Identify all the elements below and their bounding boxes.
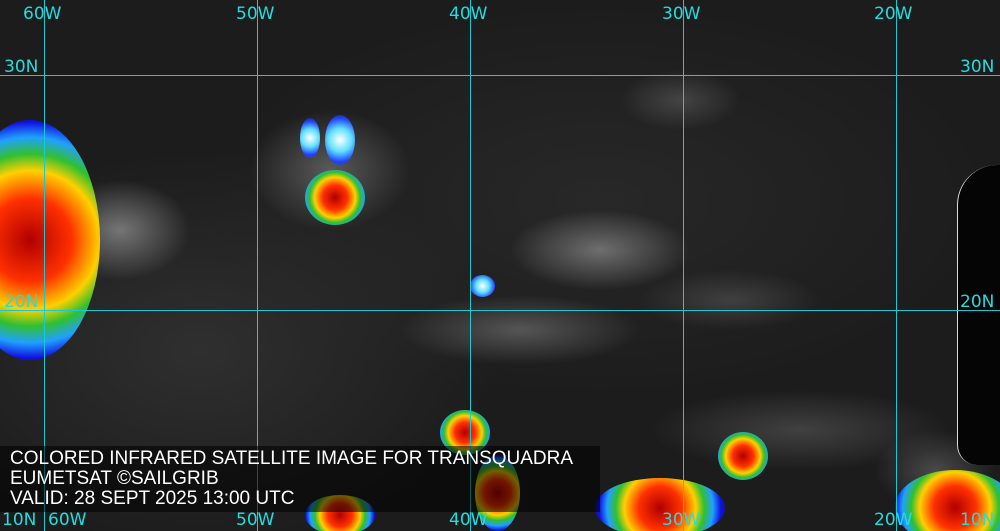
storm-cell: [305, 170, 365, 225]
image-source: EUMETSAT ©SAILGRIB: [10, 468, 219, 489]
lon-label-bottom: 20W: [874, 510, 913, 530]
image-title: COLORED INFRARED SATELLITE IMAGE FOR TRA…: [10, 448, 574, 469]
meridian-20w: [896, 0, 897, 531]
valid-time: VALID: 28 SEPT 2025 13:00 UTC: [10, 488, 295, 509]
lon-label-bottom: 60W: [48, 510, 87, 530]
lat-label-right: 30N: [960, 57, 995, 77]
lon-label-top: 20W: [874, 4, 913, 24]
lon-label-top: 30W: [662, 4, 701, 24]
lat-label-left: 20N: [4, 292, 39, 312]
caption-background: [0, 446, 600, 512]
lon-label-bottom: 40W: [449, 510, 488, 530]
storm-cell: [470, 275, 495, 297]
meridian-60w: [44, 0, 45, 531]
lon-label-bottom: 30W: [662, 510, 701, 530]
parallel-30n: [0, 75, 1000, 76]
lon-label-top: 50W: [236, 4, 275, 24]
storm-cell: [325, 115, 355, 165]
lon-label-top: 40W: [449, 4, 488, 24]
storm-cell: [895, 470, 1000, 531]
storm-cell: [300, 118, 320, 158]
africa-coastline: [957, 165, 1000, 465]
meridian-50w: [257, 0, 258, 531]
lat-label-left: 30N: [4, 57, 39, 77]
parallel-20n: [0, 310, 1000, 311]
lon-label-bottom: 50W: [236, 510, 275, 530]
storm-cell: [595, 478, 725, 531]
lat-label-left: 10N: [2, 510, 37, 530]
meridian-40w: [470, 0, 471, 531]
lat-label-right: 20N: [960, 292, 995, 312]
lon-label-top: 60W: [23, 4, 62, 24]
storm-cell: [718, 432, 768, 480]
storm-cell: [0, 120, 100, 360]
lat-label-right: 10N: [960, 510, 995, 530]
meridian-30w: [683, 0, 684, 531]
